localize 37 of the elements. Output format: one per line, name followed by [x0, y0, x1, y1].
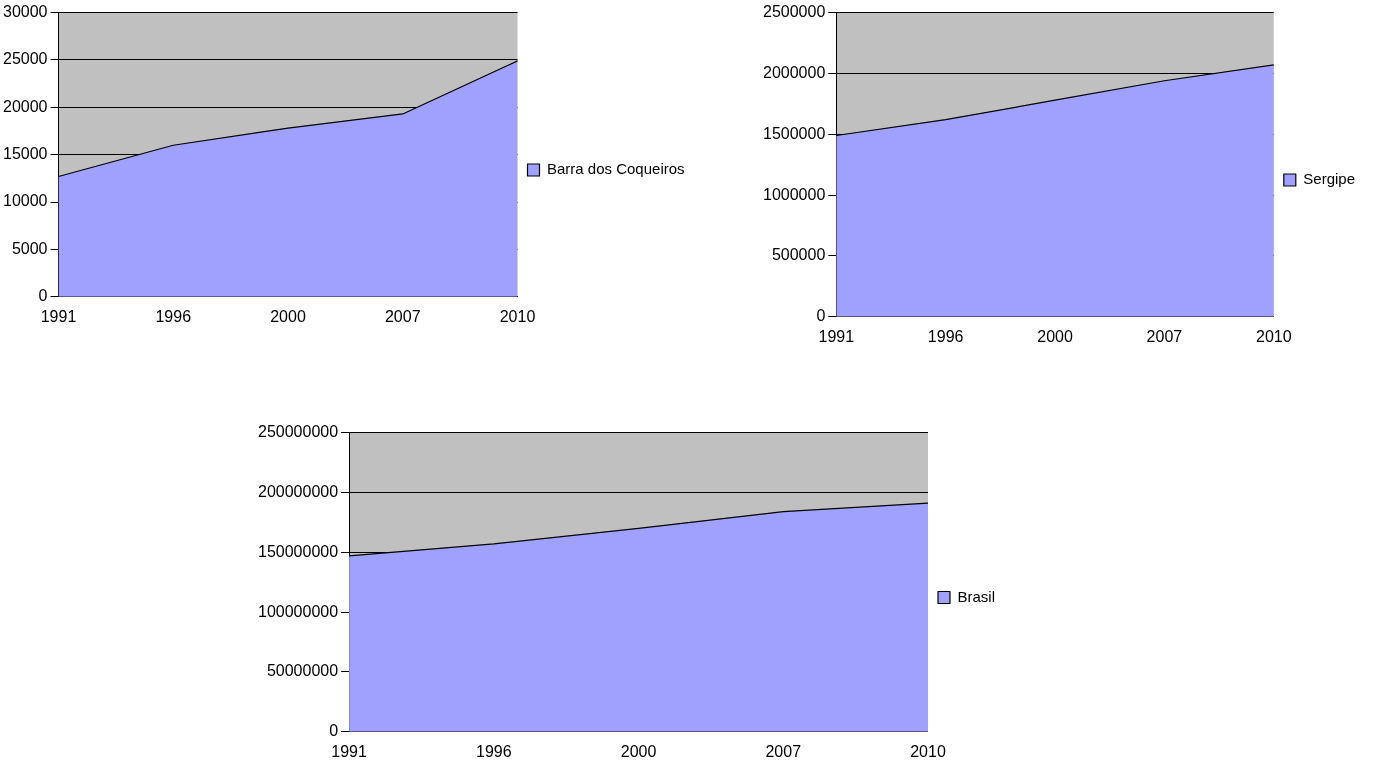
y-tick-label: 30000 [2, 3, 48, 21]
x-tick-label: 2010 [910, 742, 946, 760]
y-tick-label: 100000000 [257, 602, 339, 620]
x-tick-label: 2010 [1256, 327, 1292, 345]
y-tick-label: 500000 [771, 246, 826, 264]
y-tick-label: 0 [38, 287, 48, 305]
legend-label: Brasil [957, 587, 996, 605]
y-tick-label: 0 [816, 307, 826, 325]
x-tick-label: 2000 [620, 742, 657, 760]
y-tick-label: 20000 [2, 97, 48, 115]
y-tick-label: 250000000 [257, 423, 339, 441]
x-tick-label: 1996 [927, 327, 964, 345]
x-tick-label: 2007 [384, 307, 421, 325]
x-tick-label: 1991 [40, 307, 77, 325]
x-tick-label: 2007 [765, 742, 802, 760]
x-tick-label: 2000 [1037, 327, 1073, 345]
x-tick-label: 1996 [155, 307, 192, 325]
y-tick-label: 10000 [2, 192, 48, 210]
x-tick-label: 2007 [1146, 327, 1183, 345]
legend-label: Sergipe [1303, 170, 1355, 188]
y-tick-label: 200000000 [257, 482, 339, 500]
y-tick-label: 150000000 [257, 542, 339, 560]
y-tick-label: 5000 [11, 239, 48, 257]
y-tick-label: 1500000 [762, 124, 826, 142]
x-tick-label: 1991 [331, 742, 367, 760]
y-tick-label: 15000 [2, 145, 48, 163]
y-tick-label: 25000 [2, 50, 48, 68]
y-tick-label: 2500000 [762, 3, 826, 21]
y-tick-label: 1000000 [762, 185, 826, 203]
x-tick-label: 2010 [499, 307, 536, 325]
x-tick-label: 1991 [818, 327, 855, 345]
x-tick-label: 1996 [476, 742, 512, 760]
y-tick-label: 0 [329, 722, 339, 740]
x-tick-label: 2000 [270, 307, 306, 325]
y-tick-label: 2000000 [762, 63, 826, 81]
y-tick-label: 50000000 [266, 662, 339, 680]
legend-label: Barra dos Coqueiros [547, 160, 685, 178]
